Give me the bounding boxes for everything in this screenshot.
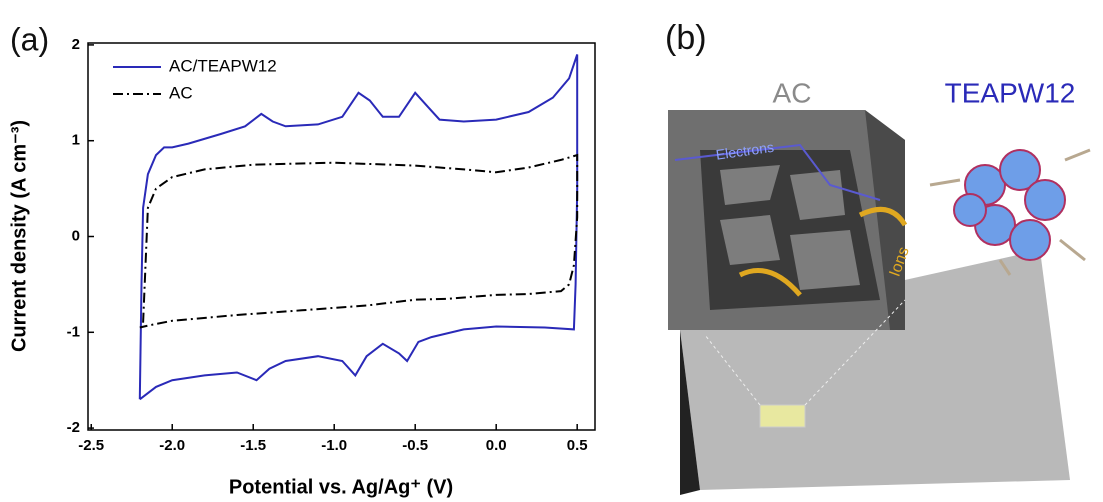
pore-walls: [720, 165, 860, 290]
y-tick-label: -1: [67, 323, 80, 340]
x-axis-title: Potential vs. Ag/Ag⁺ (V): [229, 476, 453, 498]
panel-label: (b): [665, 19, 707, 57]
y-tick-label: 0: [72, 227, 80, 244]
slab-edge: [680, 330, 700, 495]
x-tick-label: -0.5: [402, 437, 428, 454]
panel-label: (a): [10, 21, 49, 57]
x-tick-label: -1.5: [240, 437, 266, 454]
series-line: [138, 54, 579, 401]
zoom-box: [759, 404, 806, 428]
carbon-block-side: [865, 110, 905, 330]
molecule-label: TEAPW12: [945, 77, 1076, 108]
plot-frame: [87, 42, 596, 431]
cations: [929, 148, 1091, 276]
x-tick-label: 0.5: [567, 437, 588, 454]
polyoxometalate: [953, 149, 1066, 261]
series-line: [139, 153, 579, 329]
x-tick-label: -2.0: [159, 437, 185, 454]
zoom-line: [704, 334, 761, 406]
y-axis-title: Current density (A cm⁻³): [8, 120, 30, 352]
x-tick-label: -2.5: [78, 437, 104, 454]
zoom-line: [804, 299, 906, 406]
x-tick-label: -1.0: [321, 437, 347, 454]
y-tick-label: 2: [72, 36, 80, 53]
y-tick-label: -2: [67, 419, 80, 436]
legend-label: AC/TEAPW12: [169, 56, 277, 75]
legend-label: AC: [169, 83, 193, 102]
electron-path: [674, 143, 881, 201]
y-tick-label: 1: [72, 132, 80, 149]
material-label: AC: [773, 77, 812, 108]
ion-arrow: [738, 268, 802, 297]
illustration: (b) AC TEAPW12 Electrons Ions: [665, 19, 1091, 495]
ion-arrow: [858, 206, 908, 227]
x-tick-label: 0.0: [486, 437, 507, 454]
